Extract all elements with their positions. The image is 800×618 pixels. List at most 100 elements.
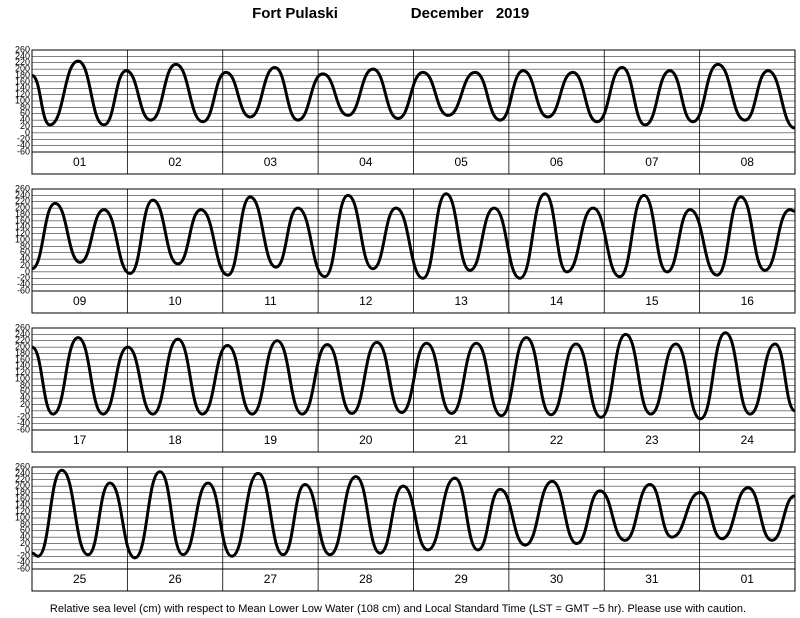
y-tick-label: 140 — [15, 361, 30, 371]
day-label: 29 — [455, 572, 469, 586]
y-tick-label: 60 — [20, 108, 30, 118]
y-tick-label: 200 — [15, 481, 30, 491]
day-label: 02 — [168, 155, 182, 169]
panel-frame — [31, 188, 796, 314]
y-tick-label: 80 — [20, 519, 30, 529]
day-label: 27 — [264, 572, 278, 586]
y-tick-label: 0 — [25, 127, 30, 137]
y-tick-label: -60 — [17, 285, 30, 295]
y-tick-label: 40 — [20, 254, 30, 264]
y-tick-label: 240 — [15, 329, 30, 339]
y-tick-label: 120 — [15, 89, 30, 99]
tide-line — [31, 192, 796, 280]
y-tick-label: 0 — [25, 544, 30, 554]
day-label: 11 — [264, 294, 277, 308]
y-tick-label: 140 — [15, 500, 30, 510]
day-label: 31 — [645, 572, 659, 586]
day-label: 15 — [645, 294, 659, 308]
y-tick-label: 20 — [20, 399, 30, 409]
day-label: 08 — [741, 155, 755, 169]
y-tick-label: 120 — [15, 506, 30, 516]
y-tick-label: 20 — [20, 538, 30, 548]
station-title: Fort Pulaski — [252, 5, 338, 22]
y-tick-label: 140 — [15, 83, 30, 93]
day-label: 23 — [645, 433, 659, 447]
y-tick-label: 220 — [15, 196, 30, 206]
y-tick-label: 60 — [20, 525, 30, 535]
day-label: 06 — [550, 155, 564, 169]
y-tick-label: 260 — [15, 183, 30, 193]
tide-line — [31, 468, 796, 560]
y-tick-label: 100 — [15, 95, 30, 105]
y-tick-label: 200 — [15, 64, 30, 74]
day-label: 26 — [168, 572, 182, 586]
day-label: 22 — [550, 433, 564, 447]
y-tick-label: 0 — [25, 266, 30, 276]
y-tick-label: 260 — [15, 44, 30, 54]
day-label: 16 — [741, 294, 755, 308]
y-tick-label: 100 — [15, 512, 30, 522]
y-tick-label: -60 — [17, 424, 30, 434]
day-label: 28 — [359, 572, 373, 586]
day-label: 17 — [73, 433, 87, 447]
y-tick-label: 60 — [20, 386, 30, 396]
day-label: 19 — [264, 433, 278, 447]
y-tick-label: -40 — [17, 279, 30, 289]
y-tick-label: 0 — [25, 405, 30, 415]
y-tick-label: -40 — [17, 140, 30, 150]
day-label: 05 — [455, 155, 469, 169]
y-tick-label: -20 — [17, 134, 30, 144]
y-tick-label: 220 — [15, 474, 30, 484]
y-tick-label: 240 — [15, 468, 30, 478]
y-tick-label: -40 — [17, 418, 30, 428]
y-tick-label: 80 — [20, 380, 30, 390]
y-tick-label: 160 — [15, 493, 30, 503]
day-label: 20 — [359, 433, 373, 447]
y-tick-label: 40 — [20, 115, 30, 125]
y-tick-label: 20 — [20, 121, 30, 131]
y-tick-label: 180 — [15, 209, 30, 219]
y-tick-label: -20 — [17, 273, 30, 283]
day-label: 14 — [550, 294, 564, 308]
y-tick-label: 120 — [15, 228, 30, 238]
y-tick-label: 40 — [20, 393, 30, 403]
day-label: 10 — [168, 294, 182, 308]
y-tick-label: 80 — [20, 102, 30, 112]
y-tick-label: 100 — [15, 234, 30, 244]
y-tick-label: 20 — [20, 260, 30, 270]
day-label: 21 — [455, 433, 469, 447]
period-title: December 2019 — [411, 5, 529, 22]
y-tick-label: 260 — [15, 461, 30, 471]
day-label: 09 — [73, 294, 87, 308]
day-label: 04 — [359, 155, 373, 169]
day-label: 07 — [645, 155, 659, 169]
panel-frame — [31, 466, 796, 592]
day-label: 18 — [168, 433, 182, 447]
y-tick-label: 60 — [20, 247, 30, 257]
y-tick-label: 160 — [15, 215, 30, 225]
day-label: 03 — [264, 155, 278, 169]
y-tick-label: 180 — [15, 348, 30, 358]
day-label: 24 — [741, 433, 755, 447]
footnote: Relative sea level (cm) with respect to … — [50, 603, 746, 615]
y-tick-label: 80 — [20, 241, 30, 251]
panel-frame — [31, 327, 796, 453]
day-label: 25 — [73, 572, 87, 586]
y-tick-label: -60 — [17, 146, 30, 156]
y-tick-label: 140 — [15, 222, 30, 232]
y-tick-label: 260 — [15, 322, 30, 332]
y-tick-label: -20 — [17, 412, 30, 422]
y-tick-label: 200 — [15, 342, 30, 352]
day-label: 01 — [73, 155, 87, 169]
y-tick-label: 160 — [15, 354, 30, 364]
panel-frame — [31, 49, 796, 175]
tide-line — [31, 331, 796, 421]
day-label: 01 — [741, 572, 755, 586]
y-tick-label: 100 — [15, 373, 30, 383]
y-tick-label: 220 — [15, 57, 30, 67]
day-label: 12 — [359, 294, 373, 308]
y-tick-label: 180 — [15, 70, 30, 80]
y-tick-label: 220 — [15, 335, 30, 345]
tide-line — [31, 59, 796, 130]
